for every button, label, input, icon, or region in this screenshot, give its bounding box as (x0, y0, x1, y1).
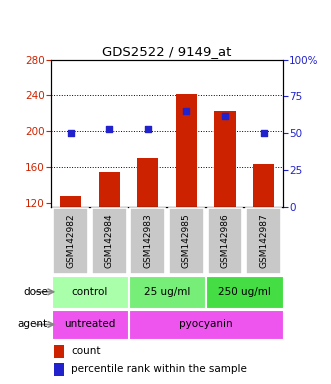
Text: agent: agent (18, 319, 48, 329)
Text: pyocyanin: pyocyanin (179, 319, 233, 329)
Text: GSM142987: GSM142987 (259, 214, 268, 268)
Bar (253, 164, 274, 207)
Point (68, 131, 73, 137)
Text: 25 ug/ml: 25 ug/ml (144, 287, 190, 297)
Bar (137, 158, 159, 207)
Text: GSM142986: GSM142986 (220, 214, 230, 268)
Text: count: count (71, 346, 101, 356)
Text: dose: dose (23, 287, 48, 297)
Bar (129, 276, 205, 308)
Text: 250 ug/ml: 250 ug/ml (218, 287, 271, 297)
Bar (99, 172, 120, 207)
Text: GSM142982: GSM142982 (66, 214, 75, 268)
Text: percentile rank within the sample: percentile rank within the sample (71, 364, 247, 374)
Text: control: control (72, 287, 108, 297)
Bar (60, 196, 81, 207)
Point (145, 126, 151, 132)
Bar (52, 276, 128, 308)
Bar (246, 208, 281, 274)
Bar (129, 310, 283, 339)
Bar (206, 276, 283, 308)
Bar (214, 111, 236, 207)
Title: GDS2522 / 9149_at: GDS2522 / 9149_at (103, 45, 232, 58)
Text: GSM142983: GSM142983 (143, 214, 152, 268)
Bar (54, 345, 64, 358)
Text: untreated: untreated (64, 319, 116, 329)
Text: GSM142985: GSM142985 (182, 214, 191, 268)
Point (261, 131, 266, 137)
Bar (176, 94, 197, 207)
Bar (52, 310, 128, 339)
Bar (130, 208, 165, 274)
Bar (208, 208, 242, 274)
Bar (53, 208, 88, 274)
Bar (92, 208, 126, 274)
Point (222, 113, 228, 119)
Text: GSM142984: GSM142984 (105, 214, 114, 268)
Point (184, 108, 189, 114)
Bar (54, 363, 64, 376)
Point (107, 126, 112, 132)
Bar (169, 208, 204, 274)
